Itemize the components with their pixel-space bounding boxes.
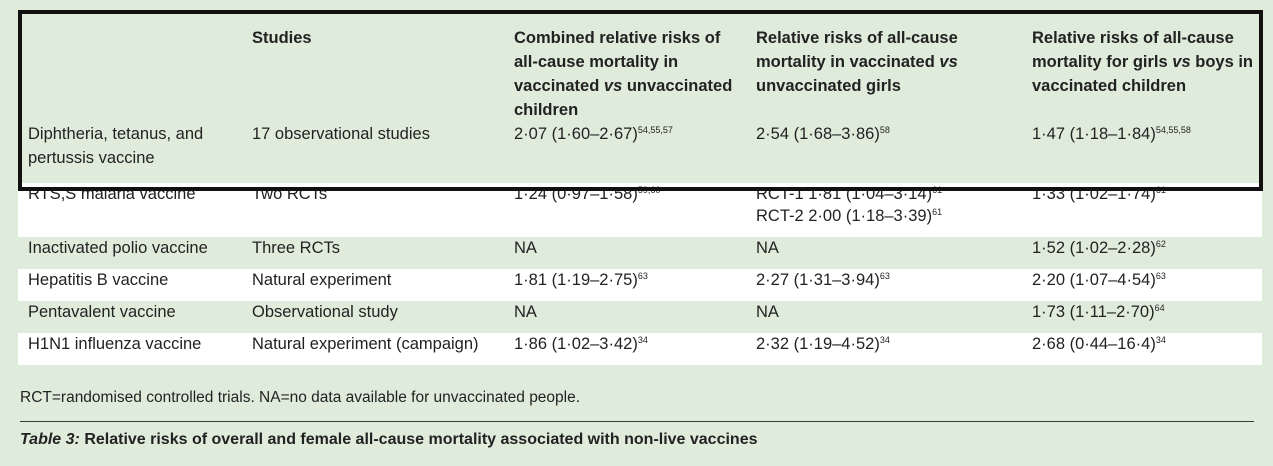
- reference-superscript: 61: [1155, 185, 1166, 195]
- girls-value: NA: [756, 239, 779, 257]
- reference-superscript: 34: [1155, 335, 1166, 345]
- reference-superscript: 34: [879, 335, 890, 345]
- table-row: Hepatitis B vaccine Natural experiment 1…: [18, 269, 1262, 301]
- table-row: Pentavalent vaccine Observational study …: [18, 301, 1262, 333]
- girls-boys-cell: 1·73 (1·11–2·70)64: [1022, 301, 1262, 333]
- studies-cell: Observational study: [252, 303, 398, 321]
- girls-cell: 2·54 (1·68–3·86)58: [746, 122, 1022, 183]
- girls-cell: RCT-1 1·81 (1·04–3·14)61 RCT-2 2·00 (1·1…: [746, 183, 1022, 237]
- girls-value: RCT-2 2·00 (1·18–3·39): [756, 207, 933, 225]
- girls-boys-value: 1·73 (1·11–2·70): [1032, 303, 1155, 321]
- studies-cell: Natural experiment: [252, 271, 392, 289]
- girls-boys-value: 1·47 (1·18–1·84): [1032, 125, 1156, 143]
- caption-label: Table 3:: [20, 431, 80, 448]
- studies-cell: 17 observational studies: [252, 125, 430, 143]
- header-vaccine: [18, 9, 242, 122]
- risk-table: Studies Combined relative risks of all-c…: [18, 9, 1262, 365]
- combined-cell: 1·86 (1·02–3·42)34: [504, 333, 746, 365]
- girls-value: RCT-1 1·81 (1·04–3·14): [756, 185, 933, 203]
- combined-value: 1·24 (0·97–1·58): [514, 185, 638, 203]
- girls-boys-value: 1·52 (1·02–2·28): [1032, 239, 1156, 257]
- girls-value: 2·27 (1·31–3·94): [756, 271, 880, 289]
- studies-cell: Three RCTs: [252, 239, 341, 257]
- girls-rct1-line: RCT-1 1·81 (1·04–3·14)61: [756, 183, 1022, 205]
- header-girls: Relative risks of all-cause mortality in…: [756, 29, 958, 95]
- header-studies: Studies: [252, 29, 312, 47]
- combined-cell: 1·81 (1·19–2·75)63: [504, 269, 746, 301]
- vs-text: vs: [1172, 53, 1191, 71]
- reference-superscript: 59,60: [637, 185, 661, 195]
- table-row: RTS,S malaria vaccine Two RCTs 1·24 (0·9…: [18, 183, 1262, 237]
- combined-cell: NA: [504, 237, 746, 269]
- girls-value: 2·32 (1·19–4·52): [756, 335, 880, 353]
- combined-value: 1·81 (1·19–2·75): [514, 271, 638, 289]
- girls-cell: 2·27 (1·31–3·94)63: [746, 269, 1022, 301]
- girls-value: NA: [756, 303, 779, 321]
- vaccine-cell: Diphtheria, tetanus, and pertussis vacci…: [28, 125, 204, 167]
- girls-boys-cell: 1·33 (1·02–1·74)61: [1022, 183, 1262, 237]
- reference-superscript: 62: [1155, 239, 1166, 249]
- vaccine-cell: Hepatitis B vaccine: [28, 271, 169, 289]
- girls-boys-cell: 1·52 (1·02–2·28)62: [1022, 237, 1262, 269]
- table-row: H1N1 influenza vaccine Natural experimen…: [18, 333, 1262, 365]
- girls-boys-value: 2·68 (0·44–16·4): [1032, 335, 1156, 353]
- reference-superscript: 64: [1154, 303, 1165, 313]
- girls-value: 2·54 (1·68–3·86): [756, 125, 880, 143]
- caption-text: Relative risks of overall and female all…: [79, 431, 758, 448]
- girls-boys-value: 1·33 (1·02–1·74): [1032, 185, 1156, 203]
- reference-superscript: 61: [932, 207, 943, 217]
- reference-superscript: 63: [637, 271, 648, 281]
- header-row: Studies Combined relative risks of all-c…: [18, 9, 1262, 122]
- reference-superscript: 61: [932, 185, 943, 195]
- combined-cell: 2·07 (1·60–2·67)54,55,57: [504, 122, 746, 183]
- table-footnote: RCT=randomised controlled trials. NA=no …: [20, 389, 581, 406]
- reference-superscript: 54,55,58: [1155, 125, 1191, 135]
- girls-cell: NA: [746, 301, 1022, 333]
- vaccine-cell: H1N1 influenza vaccine: [28, 335, 202, 353]
- vs-text: vs: [939, 53, 958, 71]
- table-row: Inactivated polio vaccine Three RCTs NA …: [18, 237, 1262, 269]
- combined-cell: NA: [504, 301, 746, 333]
- table-row: Diphtheria, tetanus, and pertussis vacci…: [18, 122, 1262, 183]
- combined-cell: 1·24 (0·97–1·58)59,60: [504, 183, 746, 237]
- vaccine-cell: Pentavalent vaccine: [28, 303, 176, 321]
- girls-boys-cell: 1·47 (1·18–1·84)54,55,58: [1022, 122, 1262, 183]
- girls-cell: 2·32 (1·19–4·52)34: [746, 333, 1022, 365]
- combined-value: 2·07 (1·60–2·67): [514, 125, 638, 143]
- reference-superscript: 58: [879, 125, 890, 135]
- girls-rct2-line: RCT-2 2·00 (1·18–3·39)61: [756, 205, 1022, 227]
- studies-cell: Two RCTs: [252, 185, 328, 203]
- vaccine-cell: RTS,S malaria vaccine: [28, 185, 196, 203]
- studies-cell: Natural experiment (campaign): [252, 335, 479, 353]
- reference-superscript: 34: [637, 335, 648, 345]
- table-panel: Studies Combined relative risks of all-c…: [8, 3, 1263, 459]
- combined-value: NA: [514, 239, 537, 257]
- vaccine-cell: Inactivated polio vaccine: [28, 239, 208, 257]
- reference-superscript: 63: [879, 271, 890, 281]
- combined-value: NA: [514, 303, 537, 321]
- table-caption: Table 3: Relative risks of overall and f…: [20, 431, 757, 449]
- girls-boys-cell: 2·68 (0·44–16·4)34: [1022, 333, 1262, 365]
- combined-value: 1·86 (1·02–3·42): [514, 335, 638, 353]
- divider: [20, 421, 1254, 422]
- girls-boys-value: 2·20 (1·07–4·54): [1032, 271, 1156, 289]
- girls-cell: NA: [746, 237, 1022, 269]
- reference-superscript: 54,55,57: [637, 125, 673, 135]
- girls-boys-cell: 2·20 (1·07–4·54)63: [1022, 269, 1262, 301]
- header-girls-vs-boys: Relative risks of all-cause mortality fo…: [1032, 29, 1254, 95]
- header-combined: Combined relative risks of all-cause mor…: [514, 29, 733, 119]
- vs-text: vs: [603, 77, 623, 95]
- reference-superscript: 63: [1155, 271, 1166, 281]
